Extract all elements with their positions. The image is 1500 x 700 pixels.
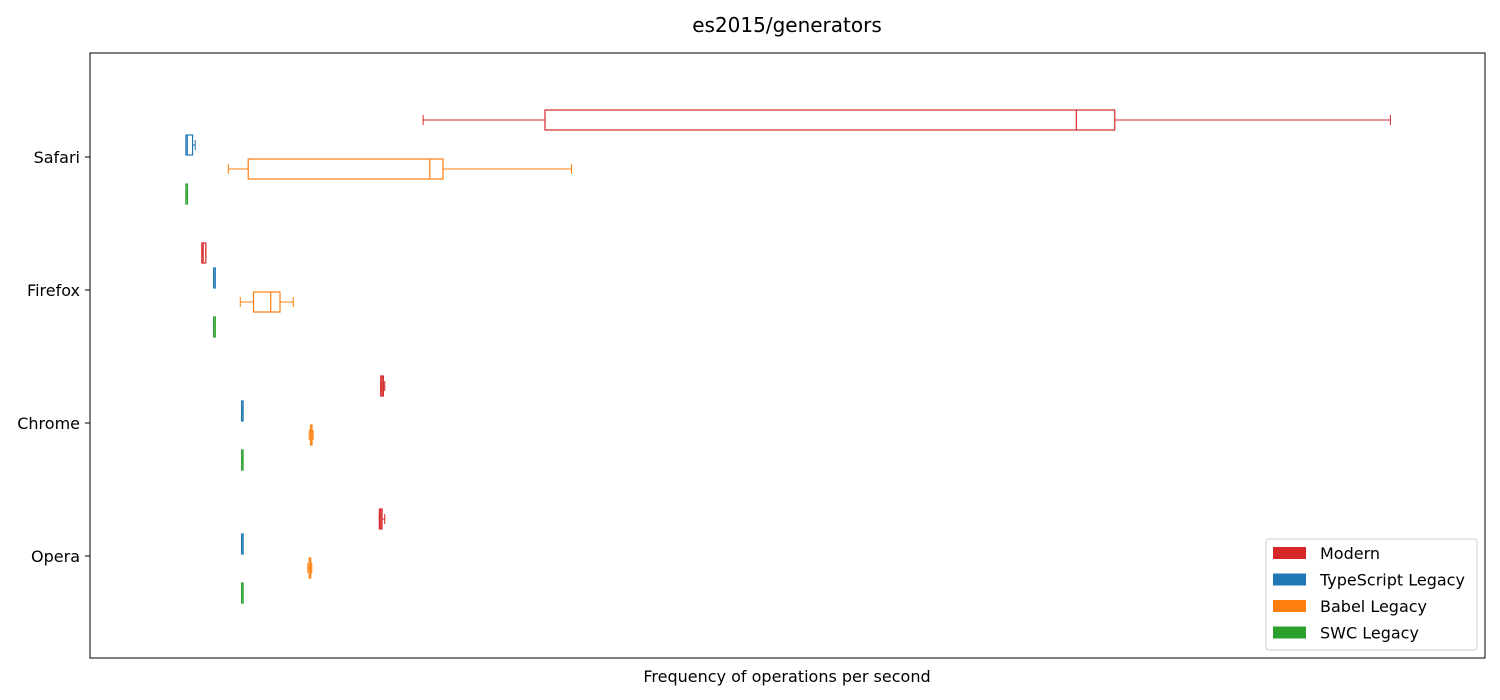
box-swc-legacy-firefox (213, 316, 216, 338)
legend: Modern TypeScript Legacy Babel Legacy SWC L… (1265, 538, 1478, 651)
box-typescript-legacy-safari (185, 134, 196, 156)
y-tick-label: Chrome (17, 414, 80, 433)
y-tick-label: Opera (31, 547, 80, 566)
legend-swatch (1273, 547, 1306, 559)
box-swc-legacy-safari (185, 183, 189, 205)
legend-swatch (1273, 600, 1306, 612)
y-axis: Safari Firefox Chrome Opera (17, 148, 90, 566)
box-babel-legacy-firefox (239, 291, 294, 313)
boxplot-series (185, 109, 1391, 604)
box-typescript-legacy-chrome (241, 400, 244, 422)
y-tick-label: Firefox (27, 281, 80, 300)
iqr-box (252, 291, 281, 313)
legend-label: TypeScript Legacy (1319, 571, 1465, 590)
plot-area (89, 52, 1486, 659)
box-modern-opera (378, 508, 386, 530)
box-typescript-legacy-opera (241, 533, 244, 555)
iqr-box (201, 242, 207, 264)
box-babel-legacy-opera (307, 557, 313, 579)
box-babel-legacy-safari (227, 158, 573, 180)
box-swc-legacy-chrome (241, 449, 244, 471)
box-swc-legacy-opera (241, 582, 244, 604)
iqr-box (247, 158, 444, 180)
chart-title: es2015/generators (692, 13, 882, 37)
legend-label: Modern (1320, 544, 1380, 563)
box-modern-chrome (380, 375, 386, 397)
x-axis-label: Frequency of operations per second (643, 667, 930, 686)
iqr-box (185, 134, 194, 156)
y-tick-label: Safari (34, 148, 80, 167)
legend-swatch (1273, 573, 1306, 586)
legend-label: SWC Legacy (1320, 624, 1419, 643)
box-modern-firefox (201, 242, 207, 264)
legend-label: Babel Legacy (1320, 597, 1427, 616)
legend-swatch (1273, 626, 1306, 639)
iqr-box (544, 109, 1116, 131)
box-modern-safari (422, 109, 1391, 131)
box-typescript-legacy-firefox (213, 267, 216, 289)
legend-frame (1265, 538, 1478, 651)
box-babel-legacy-chrome (308, 424, 314, 446)
